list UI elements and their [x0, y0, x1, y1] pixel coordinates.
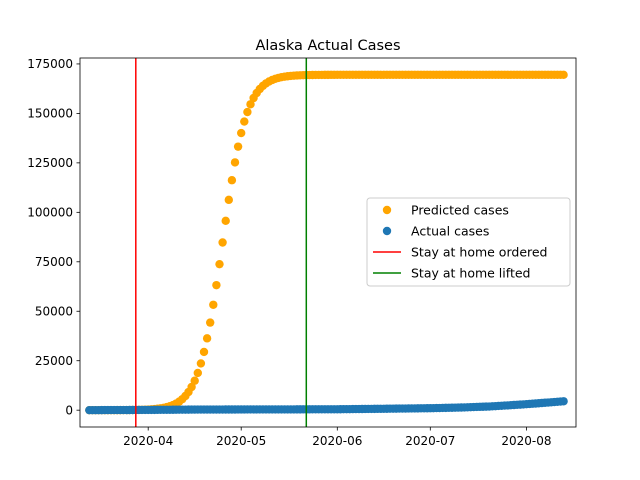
- actual-point: [559, 397, 568, 406]
- y-tick-label: 150000: [27, 107, 73, 121]
- predicted-point: [243, 107, 252, 117]
- x-tick-label: 2020-04: [123, 434, 173, 448]
- x-tick-label: 2020-08: [501, 434, 551, 448]
- predicted-point: [190, 376, 199, 385]
- legend-label: Stay at home lifted: [411, 266, 530, 281]
- predicted-point: [559, 70, 568, 80]
- predicted-point: [215, 259, 224, 269]
- predicted-point: [227, 176, 237, 185]
- x-tick-label: 2020-06: [312, 434, 362, 448]
- legend-box: [366, 197, 571, 287]
- predicted-point: [221, 216, 230, 226]
- y-tick-label: 25000: [35, 354, 73, 368]
- axes-frame: [79, 57, 577, 428]
- predicted-point: [206, 318, 215, 327]
- y-tick-label: 125000: [27, 156, 73, 170]
- legend: Predicted cases Actual cases Stay at home …: [366, 197, 571, 287]
- legend-marker: [382, 205, 392, 215]
- predicted-point: [233, 142, 243, 151]
- series-2: [85, 397, 568, 415]
- predicted-point: [230, 158, 240, 167]
- predicted-point: [199, 347, 209, 357]
- chart-title: Alaska Actual Cases: [255, 38, 400, 54]
- legend-marker: [382, 226, 392, 236]
- predicted-point: [224, 195, 233, 205]
- predicted-point: [209, 300, 218, 309]
- legend-label: Actual cases: [411, 224, 489, 239]
- plot-area: 0 25000 50000 75000 100000 125000 150000 175000…: [27, 57, 577, 448]
- predicted-point: [193, 368, 202, 378]
- predicted-point: [202, 334, 212, 343]
- predicted-point: [240, 117, 249, 126]
- x-tick-label: 2020-07: [405, 434, 455, 448]
- legend-label: Predicted cases: [411, 203, 509, 218]
- y-tick-label: 175000: [27, 57, 73, 71]
- y-tick-label: 0: [65, 403, 73, 417]
- predicted-point: [237, 128, 246, 138]
- y-tick-label: 75000: [35, 255, 73, 269]
- predicted-point: [246, 100, 255, 109]
- predicted-point: [187, 382, 196, 392]
- predicted-point: [196, 359, 206, 368]
- legend-label: Stay at home ordered: [411, 245, 548, 260]
- y-tick-label: 50000: [35, 305, 73, 319]
- y-tick-label: 100000: [27, 206, 73, 220]
- predicted-point: [218, 238, 227, 247]
- predicted-point: [212, 280, 221, 290]
- x-tick-label: 2020-05: [216, 434, 266, 448]
